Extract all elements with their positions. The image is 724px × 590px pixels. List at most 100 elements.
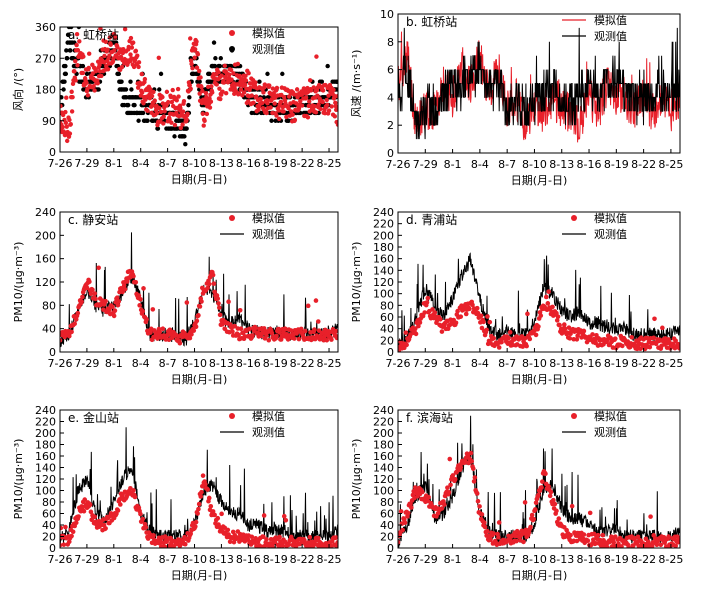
sim-point [568, 532, 573, 538]
sim-point [168, 94, 174, 100]
sim-point [75, 48, 81, 53]
sim-point [199, 85, 204, 90]
sim-point [62, 132, 68, 138]
sim-point [135, 85, 141, 90]
y-tick-label: 40 [42, 323, 56, 336]
sim-point [554, 508, 559, 514]
axes-frame [397, 13, 681, 154]
sim-point [253, 325, 258, 331]
sim-point [81, 508, 87, 514]
sim-point [312, 103, 317, 109]
sim-point [121, 283, 127, 288]
sim-point [281, 109, 286, 114]
sim-point [305, 303, 311, 309]
sim-point [188, 36, 193, 41]
sim-point [84, 80, 89, 86]
sim-point [307, 78, 313, 83]
legend-sim-swatch [571, 215, 577, 221]
sim-point [470, 302, 475, 308]
sim-point [335, 93, 338, 99]
sim-point [139, 71, 144, 77]
y-tick-label: 80 [380, 496, 394, 509]
sim-point [98, 27, 103, 31]
sim-point [141, 100, 146, 106]
sim-point [70, 94, 75, 100]
sim-point [87, 502, 93, 508]
y-tick-label: 160 [373, 253, 394, 266]
x-tick-label: 8-1 [444, 357, 462, 370]
sim-point [298, 326, 304, 332]
obs-point [184, 126, 189, 131]
sim-point [131, 488, 136, 493]
sim-point [438, 316, 443, 322]
sim-point [658, 542, 664, 548]
sim-point [70, 81, 76, 87]
legend-sim-label: 模拟值 [252, 26, 285, 40]
obs-point [213, 56, 218, 61]
sim-point [169, 120, 174, 125]
sim-point [206, 281, 212, 287]
x-tick-label: 8-19 [263, 357, 288, 370]
obs-point [211, 40, 217, 45]
obs-point [140, 110, 146, 116]
sim-point [278, 99, 284, 105]
sim-point [210, 509, 216, 514]
x-tick-label: 8-16 [577, 553, 602, 566]
sim-point [196, 501, 202, 507]
sim-point [296, 106, 302, 111]
sim-point [666, 534, 671, 539]
x-tick-label: 8-1 [105, 357, 123, 370]
sim-point [529, 512, 535, 518]
obs-point [129, 87, 134, 92]
sim-point [499, 339, 504, 345]
sim-point [299, 103, 305, 108]
sim-point [556, 516, 562, 521]
sim-point [311, 85, 316, 90]
sim-point [332, 93, 337, 99]
sim-point [305, 115, 311, 120]
sim-point [424, 300, 430, 305]
legend-sim-swatch [229, 30, 235, 36]
sim-point [295, 94, 300, 100]
sim-point [441, 502, 447, 507]
sim-point [445, 485, 450, 490]
sim-point [95, 81, 100, 86]
x-tick-label: 8-19 [263, 157, 288, 170]
sim-point [226, 299, 231, 305]
y-tick-label: 80 [42, 496, 56, 509]
x-tick-label: 8-19 [604, 357, 629, 370]
sim-point [103, 526, 108, 531]
x-tick-label: 7-29 [74, 357, 99, 370]
sim-point [276, 116, 282, 122]
sim-point [194, 39, 199, 44]
sim-point [110, 304, 115, 310]
x-tick-label: 8-13 [209, 553, 234, 566]
sim-point [453, 320, 459, 326]
sim-point [105, 47, 110, 52]
y-tick-label: 200 [35, 427, 56, 440]
sim-point [241, 90, 247, 95]
sim-point [92, 514, 98, 520]
sim-point [207, 105, 213, 110]
sim-point [286, 106, 291, 111]
sim-point [484, 327, 489, 333]
sim-point [326, 93, 331, 98]
sim-point [455, 308, 460, 314]
sim-point [416, 323, 421, 329]
x-tick-label: 8-4 [132, 553, 150, 566]
sim-point [188, 531, 193, 537]
sim-point [463, 311, 469, 317]
sim-point [151, 533, 156, 538]
sim-point [280, 543, 286, 548]
sim-point [316, 102, 321, 107]
sim-point [651, 335, 657, 341]
sim-point [205, 487, 210, 492]
sim-point [335, 334, 338, 339]
y-tick-label: 120 [373, 473, 394, 486]
x-tick-label: 8-19 [604, 158, 629, 171]
x-tick-label: 8-10 [522, 158, 547, 171]
sim-point [673, 543, 678, 548]
legend-sim-label: 模拟值 [594, 409, 627, 423]
sim-point [205, 285, 210, 291]
